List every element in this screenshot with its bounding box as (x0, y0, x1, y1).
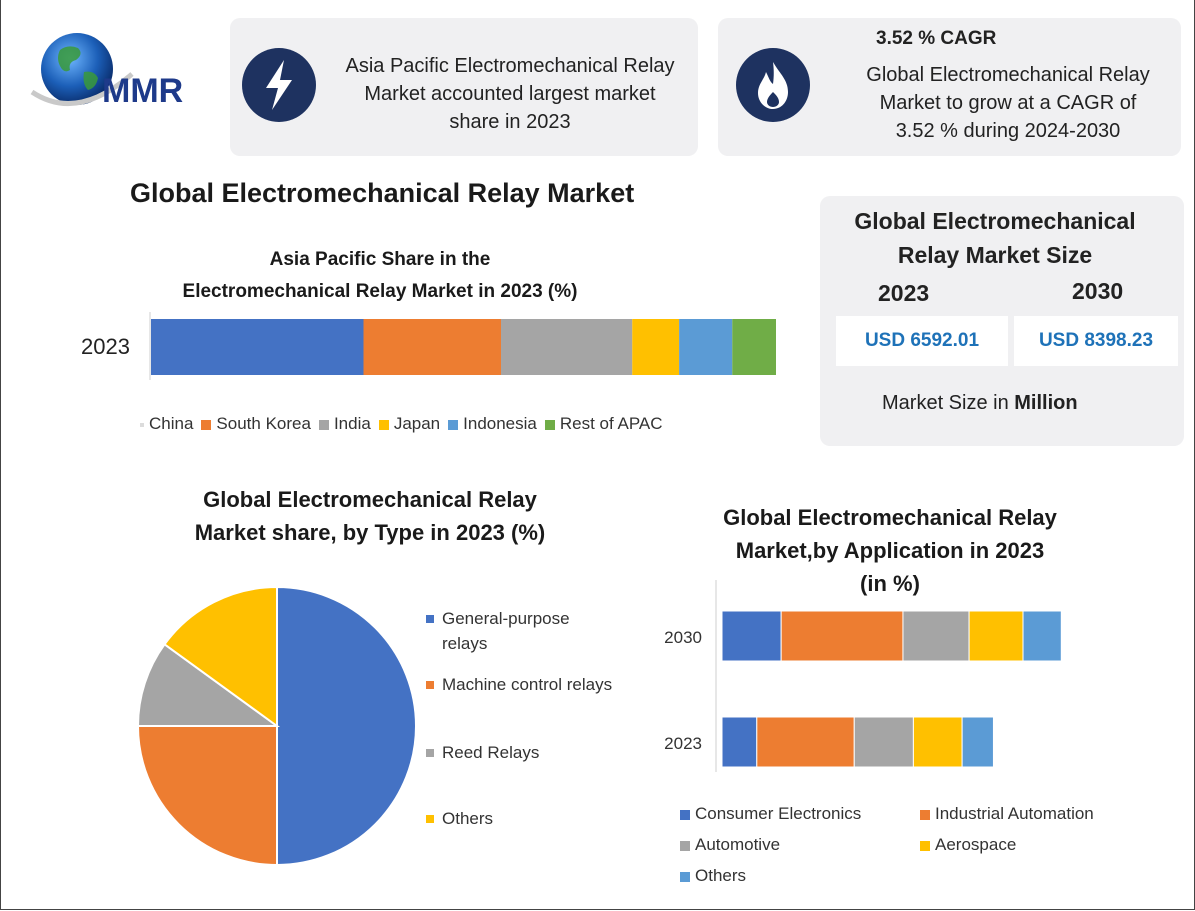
legend-label: Aerospace (935, 835, 1017, 854)
legend-swatch (140, 422, 144, 427)
legend-label: Machine control relays (442, 675, 613, 694)
legend-swatch (426, 749, 434, 757)
application-legend-automotive: Automotive (680, 835, 780, 855)
apac-chart-title: Asia Pacific Share in the Electromechani… (182, 249, 578, 302)
application-bar-2030-others (1022, 610, 1062, 662)
legend-label: Japan (393, 414, 441, 433)
application-category-2023: 2023 (664, 734, 702, 753)
pie-slice-others (163, 585, 278, 728)
legend-label: General-purpose relays (442, 609, 570, 653)
market-size-unit: Market Size in Million (882, 392, 1078, 414)
application-bar-2030-industrial-automation (780, 610, 904, 662)
legend-swatch (448, 419, 459, 430)
legend-swatch (920, 809, 930, 820)
pie-legend-machine-control-relays: Machine control relays (426, 672, 612, 697)
market-size-value-2023: USD 6592.01 (836, 316, 1008, 366)
legend-swatch (544, 419, 555, 430)
legend-label: Rest of APAC (559, 414, 663, 433)
pie-legend-others: Others (426, 806, 493, 831)
legend-swatch (426, 815, 434, 823)
globe-logo-icon: MMR (30, 33, 183, 110)
mmr-logo: MMR (22, 22, 222, 117)
legend-swatch (201, 419, 212, 430)
application-legend-aerospace: Aerospace (920, 835, 1016, 855)
legend-label: South Korea (216, 414, 311, 433)
legend-label: Automotive (695, 835, 781, 854)
info-card-cagr: 3.52 % CAGR Global Electromechanical Rel… (718, 18, 1181, 156)
info-card-largest-share: Asia Pacific Electromechanical Relay Mar… (230, 18, 698, 156)
apac-bar-japan (632, 319, 680, 375)
application-bar-2030-automotive (902, 610, 970, 662)
legend-swatch (426, 681, 434, 689)
application-category-2030: 2030 (664, 628, 702, 647)
apac-legend-south-korea: South Korea (201, 414, 311, 433)
application-bar-2030-aerospace (968, 610, 1024, 662)
type-pie-chart (136, 585, 417, 867)
apac-bar-india (501, 319, 633, 375)
apac-legend-rest-of-apac: Rest of APAC (544, 414, 663, 433)
legend-label: Others (695, 866, 747, 885)
fire-icon (736, 48, 810, 122)
apac-legend-indonesia: Indonesia (448, 414, 537, 433)
application-legend-consumer-electronics: Consumer Electronics (680, 804, 861, 824)
market-size-value-2030: USD 8398.23 (1014, 316, 1178, 366)
application-bar-2023-others (961, 716, 994, 768)
apac-legend-japan: Japan (378, 414, 441, 433)
apac-legend-india: India (318, 414, 371, 433)
legend-swatch (378, 419, 389, 430)
legend-label: Reed Relays (442, 743, 540, 762)
legend-label: Indonesia (463, 414, 537, 433)
application-bar-2023-aerospace (912, 716, 963, 768)
apac-legend-china: China (140, 414, 193, 433)
pie-legend-general-purpose-relays: General-purpose relays (426, 606, 570, 656)
application-legend-industrial-automation: Industrial Automation (920, 804, 1094, 824)
legend-swatch (680, 871, 690, 882)
apac-bar-south-korea (363, 319, 501, 375)
market-size-title: Global Electromechanical Relay Market Si… (854, 208, 1136, 268)
legend-label: India (333, 414, 371, 433)
info-card-1-text: Asia Pacific Electromechanical Relay Mar… (345, 55, 675, 133)
apac-bar-rest-of-apac (732, 319, 776, 375)
legend-swatch (920, 840, 930, 851)
legend-swatch (318, 419, 329, 430)
application-bar-chart: 2030 2023 (664, 580, 1062, 772)
application-chart-title: Global Electromechanical Relay Market,by… (723, 505, 1057, 596)
pie-slice-reed-relays (136, 642, 281, 727)
application-legend-others: Others (680, 866, 746, 886)
lightning-icon (242, 48, 316, 122)
application-bar-2023-consumer-electronics (721, 716, 758, 768)
legend-label: Consumer Electronics (695, 804, 862, 823)
market-size-year-2023: 2023 (878, 280, 930, 306)
apac-share-chart: 2023 (81, 312, 776, 380)
market-size-card: Global Electromechanical Relay Market Si… (820, 196, 1184, 446)
type-pie-title: Global Electromechanical Relay Market sh… (194, 487, 546, 545)
legend-swatch (680, 809, 690, 820)
legend-swatch (680, 840, 690, 851)
apac-bar-indonesia (679, 319, 733, 375)
legend-label: Industrial Automation (935, 804, 1094, 823)
application-bar-2023-automotive (853, 716, 914, 768)
logo-text: MMR (102, 72, 183, 110)
application-bar-2030-consumer-electronics (721, 610, 782, 662)
apac-legend: China South Korea India Japan Indonesia Rest … (140, 414, 780, 434)
main-title: Global Electromechanical Relay Market (130, 178, 635, 208)
legend-label: China (149, 414, 194, 433)
legend-swatch (426, 615, 434, 623)
apac-bar-china (151, 319, 364, 375)
info-card-2-text: Global Electromechanical Relay Market to… (866, 64, 1150, 142)
pie-legend-reed-relays: Reed Relays (426, 740, 539, 765)
cagr-headline: 3.52 % CAGR (876, 28, 997, 49)
application-bar-2023-industrial-automation (756, 716, 855, 768)
apac-category-label: 2023 (81, 334, 130, 359)
market-size-year-2030: 2030 (1072, 278, 1124, 304)
pie-slice-general-purpose-relays (276, 585, 417, 867)
pie-slice-machine-control-relays (136, 725, 278, 867)
legend-label: Others (442, 809, 494, 828)
